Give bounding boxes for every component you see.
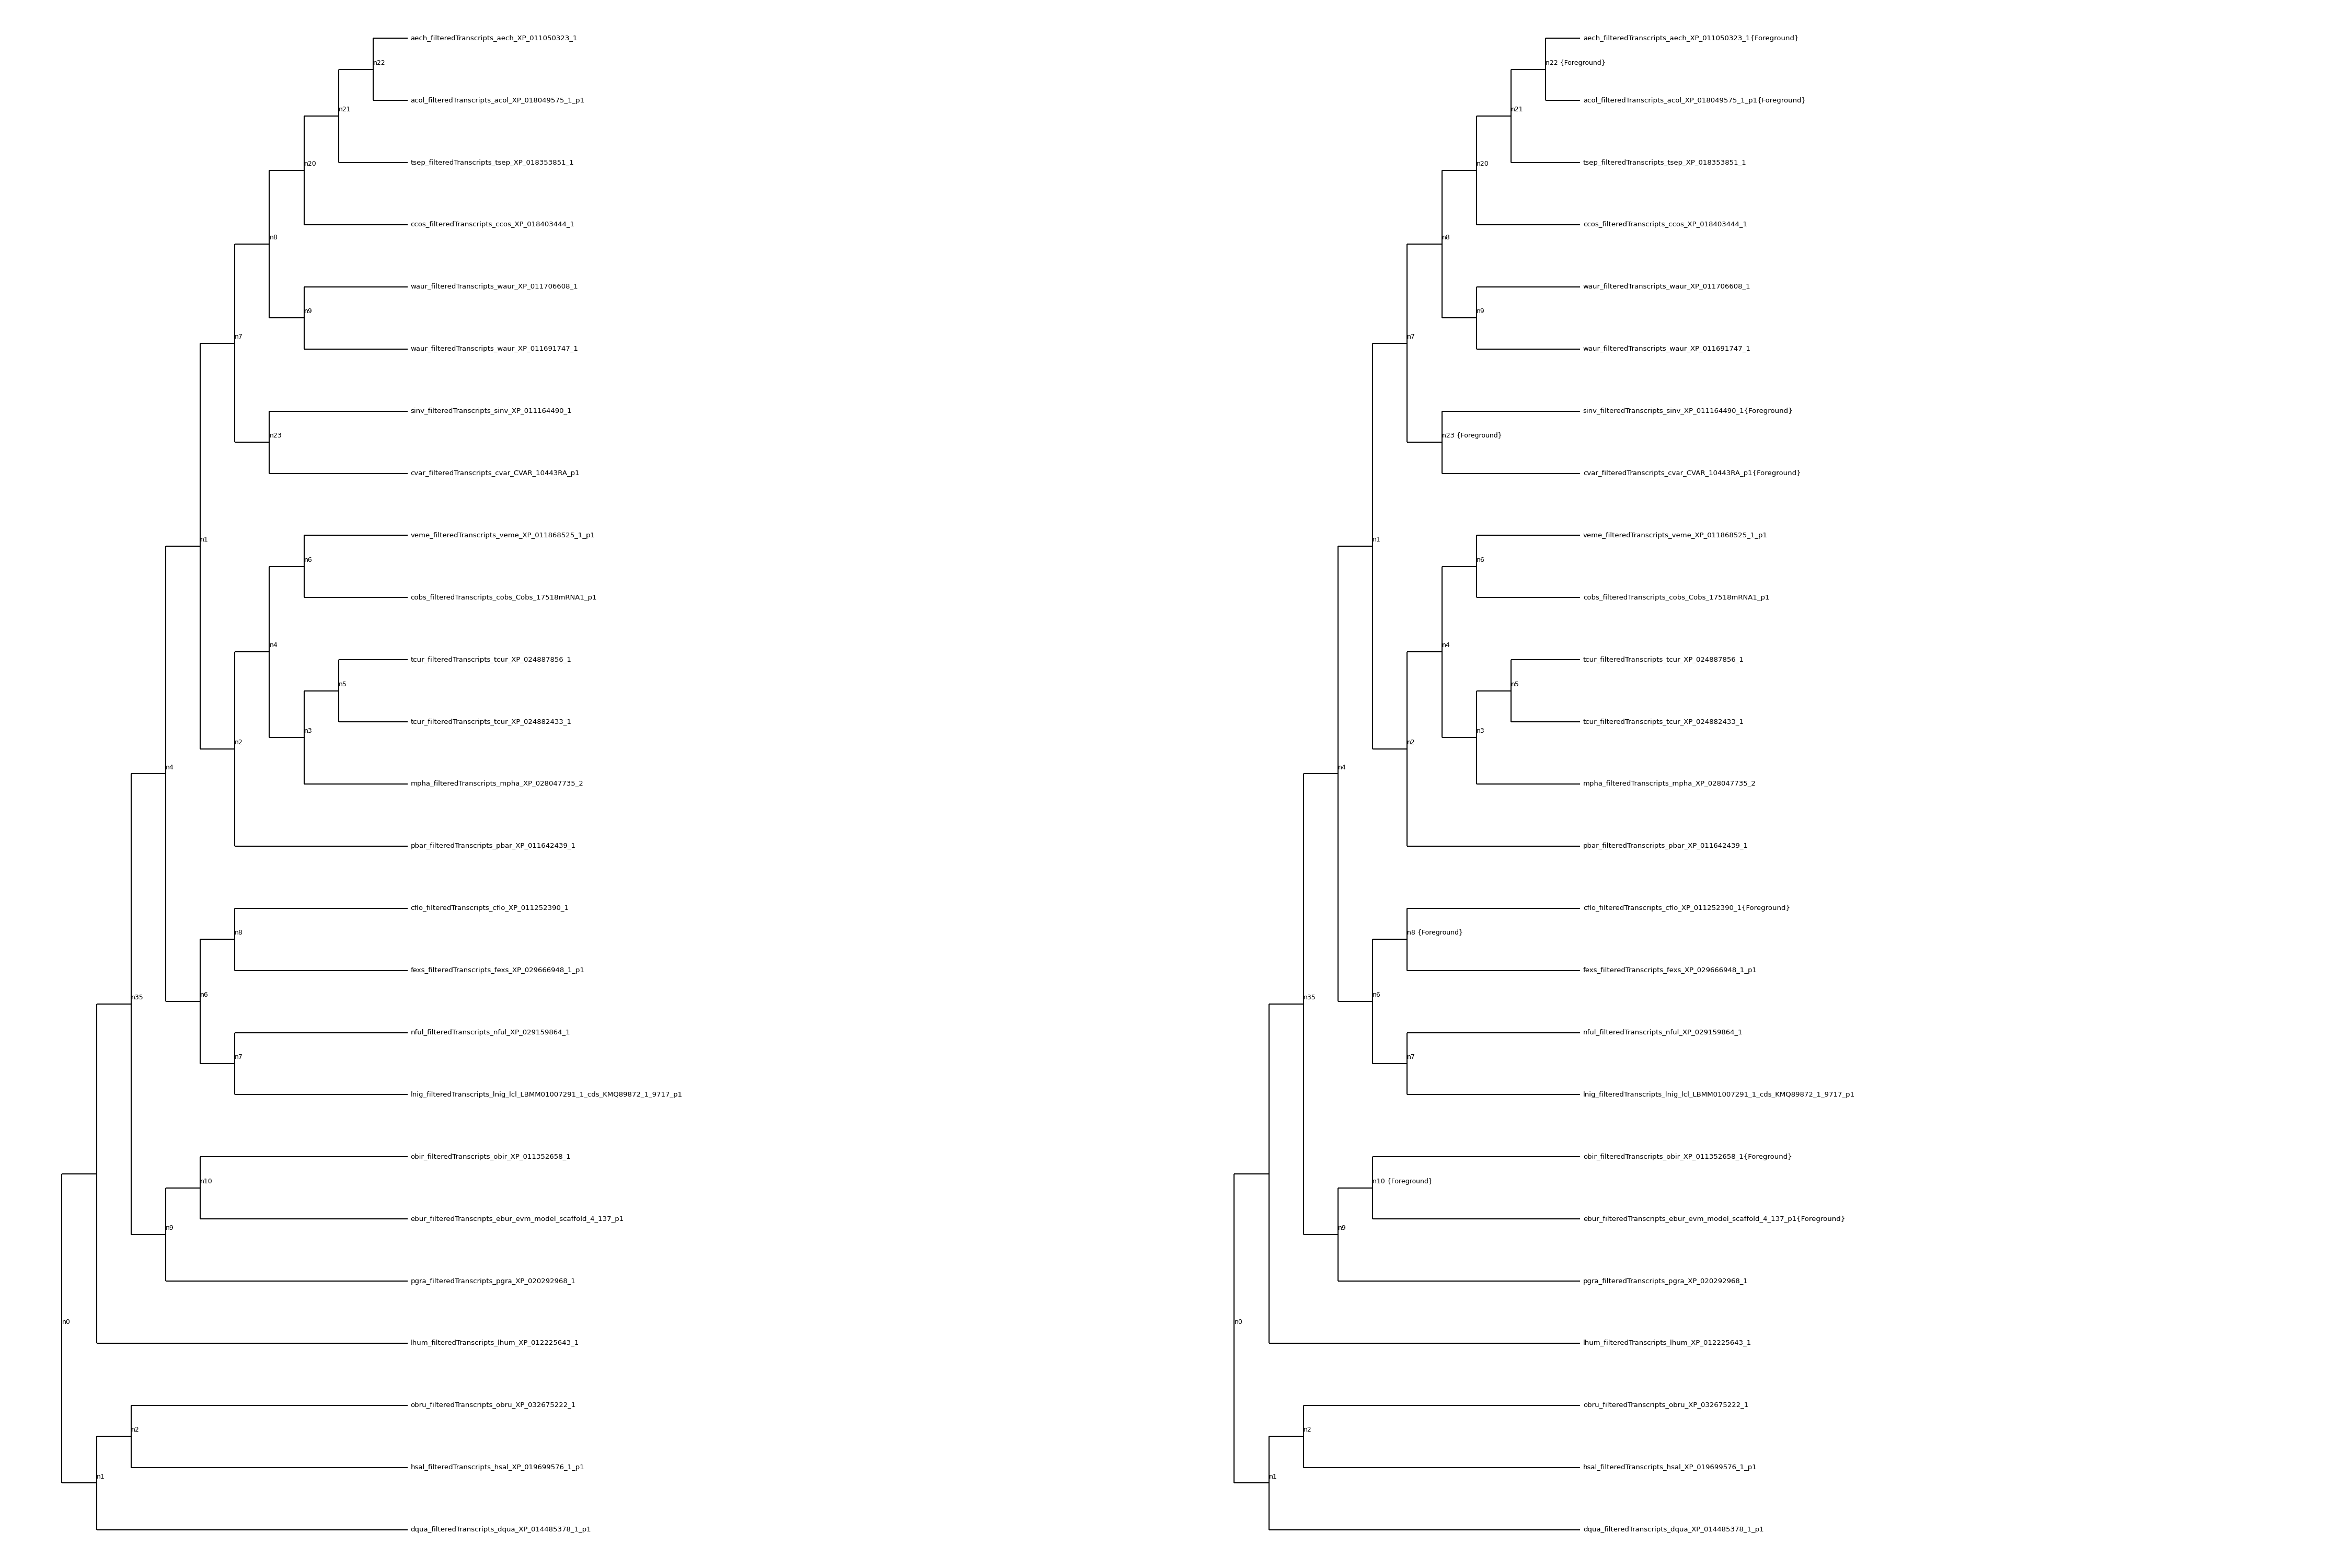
- Text: mpha_filteredTranscripts_mpha_XP_028047735_2: mpha_filteredTranscripts_mpha_XP_0280477…: [1583, 781, 1757, 787]
- Text: waur_filteredTranscripts_waur_XP_011706608_1: waur_filteredTranscripts_waur_XP_0117066…: [412, 284, 579, 290]
- Text: tcur_filteredTranscripts_tcur_XP_024887856_1: tcur_filteredTranscripts_tcur_XP_0248878…: [412, 657, 572, 663]
- Text: n10: n10: [200, 1178, 212, 1185]
- Text: n3: n3: [1477, 728, 1484, 734]
- Text: hsal_filteredTranscripts_hsal_XP_019699576_1_p1: hsal_filteredTranscripts_hsal_XP_0196995…: [1583, 1465, 1757, 1471]
- Text: cvar_filteredTranscripts_cvar_CVAR_10443RA_p1{Foreground}: cvar_filteredTranscripts_cvar_CVAR_10443…: [1583, 470, 1802, 477]
- Text: tcur_filteredTranscripts_tcur_XP_024887856_1: tcur_filteredTranscripts_tcur_XP_0248878…: [1583, 657, 1743, 663]
- Text: n1: n1: [96, 1474, 106, 1480]
- Text: n9: n9: [303, 307, 313, 315]
- Text: cflo_filteredTranscripts_cflo_XP_011252390_1: cflo_filteredTranscripts_cflo_XP_0112523…: [412, 905, 569, 911]
- Text: n7: n7: [1406, 334, 1416, 340]
- Text: n5: n5: [339, 681, 346, 688]
- Text: n10 {Foreground}: n10 {Foreground}: [1374, 1178, 1432, 1185]
- Text: n35: n35: [1303, 994, 1315, 1000]
- Text: fexs_filteredTranscripts_fexs_XP_029666948_1_p1: fexs_filteredTranscripts_fexs_XP_0296669…: [412, 967, 586, 974]
- Text: n8 {Foreground}: n8 {Foreground}: [1406, 930, 1463, 936]
- Text: n8: n8: [235, 930, 242, 936]
- Text: ebur_filteredTranscripts_ebur_evm_model_scaffold_4_137_p1: ebur_filteredTranscripts_ebur_evm_model_…: [412, 1215, 623, 1223]
- Text: n20: n20: [1477, 160, 1489, 168]
- Text: cvar_filteredTranscripts_cvar_CVAR_10443RA_p1: cvar_filteredTranscripts_cvar_CVAR_10443…: [412, 470, 581, 477]
- Text: obir_filteredTranscripts_obir_XP_011352658_1: obir_filteredTranscripts_obir_XP_0113526…: [412, 1154, 572, 1160]
- Text: n4: n4: [270, 641, 278, 649]
- Text: n22 {Foreground}: n22 {Foreground}: [1545, 60, 1606, 66]
- Text: n2: n2: [132, 1427, 139, 1433]
- Text: nful_filteredTranscripts_nful_XP_029159864_1: nful_filteredTranscripts_nful_XP_0291598…: [1583, 1029, 1743, 1036]
- Text: mpha_filteredTranscripts_mpha_XP_028047735_2: mpha_filteredTranscripts_mpha_XP_0280477…: [412, 781, 583, 787]
- Text: ccos_filteredTranscripts_ccos_XP_018403444_1: ccos_filteredTranscripts_ccos_XP_0184034…: [1583, 221, 1748, 229]
- Text: tcur_filteredTranscripts_tcur_XP_024882433_1: tcur_filteredTranscripts_tcur_XP_0248824…: [412, 718, 572, 726]
- Text: n0: n0: [61, 1319, 71, 1325]
- Text: n1: n1: [1268, 1474, 1277, 1480]
- Text: acol_filteredTranscripts_acol_XP_018049575_1_p1{Foreground}: acol_filteredTranscripts_acol_XP_0180495…: [1583, 97, 1806, 103]
- Text: cobs_filteredTranscripts_cobs_Cobs_17518mRNA1_p1: cobs_filteredTranscripts_cobs_Cobs_17518…: [412, 594, 597, 601]
- Text: n1: n1: [200, 536, 209, 543]
- Text: lhum_filteredTranscripts_lhum_XP_012225643_1: lhum_filteredTranscripts_lhum_XP_0122256…: [412, 1339, 579, 1347]
- Text: n4: n4: [1338, 764, 1345, 771]
- Text: n6: n6: [200, 991, 209, 999]
- Text: lhum_filteredTranscripts_lhum_XP_012225643_1: lhum_filteredTranscripts_lhum_XP_0122256…: [1583, 1339, 1752, 1347]
- Text: waur_filteredTranscripts_waur_XP_011691747_1: waur_filteredTranscripts_waur_XP_0116917…: [1583, 345, 1750, 353]
- Text: obir_filteredTranscripts_obir_XP_011352658_1{Foreground}: obir_filteredTranscripts_obir_XP_0113526…: [1583, 1154, 1792, 1160]
- Text: waur_filteredTranscripts_waur_XP_011706608_1: waur_filteredTranscripts_waur_XP_0117066…: [1583, 284, 1750, 290]
- Text: n8: n8: [1442, 234, 1451, 241]
- Text: n6: n6: [1374, 991, 1381, 999]
- Text: sinv_filteredTranscripts_sinv_XP_011164490_1: sinv_filteredTranscripts_sinv_XP_0111644…: [412, 408, 572, 414]
- Text: lnig_filteredTranscripts_lnig_lcl_LBMM01007291_1_cds_KMQ89872_1_9717_p1: lnig_filteredTranscripts_lnig_lcl_LBMM01…: [412, 1091, 682, 1098]
- Text: n9: n9: [1477, 307, 1484, 315]
- Text: dqua_filteredTranscripts_dqua_XP_014485378_1_p1: dqua_filteredTranscripts_dqua_XP_0144853…: [412, 1526, 590, 1534]
- Text: tsep_filteredTranscripts_tsep_XP_018353851_1: tsep_filteredTranscripts_tsep_XP_0183538…: [412, 160, 574, 166]
- Text: nful_filteredTranscripts_nful_XP_029159864_1: nful_filteredTranscripts_nful_XP_0291598…: [412, 1029, 572, 1036]
- Text: cflo_filteredTranscripts_cflo_XP_011252390_1{Foreground}: cflo_filteredTranscripts_cflo_XP_0112523…: [1583, 905, 1790, 911]
- Text: ccos_filteredTranscripts_ccos_XP_018403444_1: ccos_filteredTranscripts_ccos_XP_0184034…: [412, 221, 574, 229]
- Text: veme_filteredTranscripts_veme_XP_011868525_1_p1: veme_filteredTranscripts_veme_XP_0118685…: [1583, 532, 1769, 539]
- Text: ebur_filteredTranscripts_ebur_evm_model_scaffold_4_137_p1{Foreground}: ebur_filteredTranscripts_ebur_evm_model_…: [1583, 1215, 1844, 1223]
- Text: pbar_filteredTranscripts_pbar_XP_011642439_1: pbar_filteredTranscripts_pbar_XP_0116424…: [1583, 842, 1748, 850]
- Text: tcur_filteredTranscripts_tcur_XP_024882433_1: tcur_filteredTranscripts_tcur_XP_0248824…: [1583, 718, 1745, 726]
- Text: n3: n3: [303, 728, 313, 734]
- Text: dqua_filteredTranscripts_dqua_XP_014485378_1_p1: dqua_filteredTranscripts_dqua_XP_0144853…: [1583, 1526, 1764, 1534]
- Text: tsep_filteredTranscripts_tsep_XP_018353851_1: tsep_filteredTranscripts_tsep_XP_0183538…: [1583, 160, 1748, 166]
- Text: n4: n4: [1442, 641, 1451, 649]
- Text: n21: n21: [1510, 107, 1524, 113]
- Text: pgra_filteredTranscripts_pgra_XP_020292968_1: pgra_filteredTranscripts_pgra_XP_0202929…: [412, 1278, 576, 1284]
- Text: n0: n0: [1235, 1319, 1242, 1325]
- Text: waur_filteredTranscripts_waur_XP_011691747_1: waur_filteredTranscripts_waur_XP_0116917…: [412, 345, 579, 353]
- Text: n23 {Foreground}: n23 {Foreground}: [1442, 433, 1503, 439]
- Text: n9: n9: [1338, 1225, 1345, 1231]
- Text: pgra_filteredTranscripts_pgra_XP_020292968_1: pgra_filteredTranscripts_pgra_XP_0202929…: [1583, 1278, 1748, 1284]
- Text: aech_filteredTranscripts_aech_XP_011050323_1: aech_filteredTranscripts_aech_XP_0110503…: [412, 34, 579, 42]
- Text: n4: n4: [165, 764, 174, 771]
- Text: n7: n7: [1406, 1054, 1416, 1060]
- Text: n2: n2: [1303, 1427, 1312, 1433]
- Text: n7: n7: [235, 1054, 242, 1060]
- Text: n7: n7: [235, 334, 242, 340]
- Text: obru_filteredTranscripts_obru_XP_032675222_1: obru_filteredTranscripts_obru_XP_0326752…: [1583, 1402, 1748, 1408]
- Text: n20: n20: [303, 160, 318, 168]
- Text: n2: n2: [1406, 739, 1416, 746]
- Text: cobs_filteredTranscripts_cobs_Cobs_17518mRNA1_p1: cobs_filteredTranscripts_cobs_Cobs_17518…: [1583, 594, 1769, 601]
- Text: sinv_filteredTranscripts_sinv_XP_011164490_1{Foreground}: sinv_filteredTranscripts_sinv_XP_0111644…: [1583, 408, 1792, 414]
- Text: n1: n1: [1374, 536, 1381, 543]
- Text: n6: n6: [303, 557, 313, 563]
- Text: n9: n9: [165, 1225, 174, 1231]
- Text: veme_filteredTranscripts_veme_XP_011868525_1_p1: veme_filteredTranscripts_veme_XP_0118685…: [412, 532, 595, 539]
- Text: acol_filteredTranscripts_acol_XP_018049575_1_p1: acol_filteredTranscripts_acol_XP_0180495…: [412, 97, 586, 103]
- Text: hsal_filteredTranscripts_hsal_XP_019699576_1_p1: hsal_filteredTranscripts_hsal_XP_0196995…: [412, 1465, 586, 1471]
- Text: n22: n22: [374, 60, 386, 66]
- Text: n6: n6: [1477, 557, 1484, 563]
- Text: n2: n2: [235, 739, 242, 746]
- Text: aech_filteredTranscripts_aech_XP_011050323_1{Foreground}: aech_filteredTranscripts_aech_XP_0110503…: [1583, 34, 1799, 42]
- Text: n23: n23: [270, 433, 282, 439]
- Text: n35: n35: [132, 994, 143, 1000]
- Text: fexs_filteredTranscripts_fexs_XP_029666948_1_p1: fexs_filteredTranscripts_fexs_XP_0296669…: [1583, 967, 1757, 974]
- Text: pbar_filteredTranscripts_pbar_XP_011642439_1: pbar_filteredTranscripts_pbar_XP_0116424…: [412, 842, 576, 850]
- Text: obru_filteredTranscripts_obru_XP_032675222_1: obru_filteredTranscripts_obru_XP_0326752…: [412, 1402, 576, 1408]
- Text: n8: n8: [270, 234, 278, 241]
- Text: lnig_filteredTranscripts_lnig_lcl_LBMM01007291_1_cds_KMQ89872_1_9717_p1: lnig_filteredTranscripts_lnig_lcl_LBMM01…: [1583, 1091, 1856, 1098]
- Text: n21: n21: [339, 107, 350, 113]
- Text: n5: n5: [1510, 681, 1519, 688]
